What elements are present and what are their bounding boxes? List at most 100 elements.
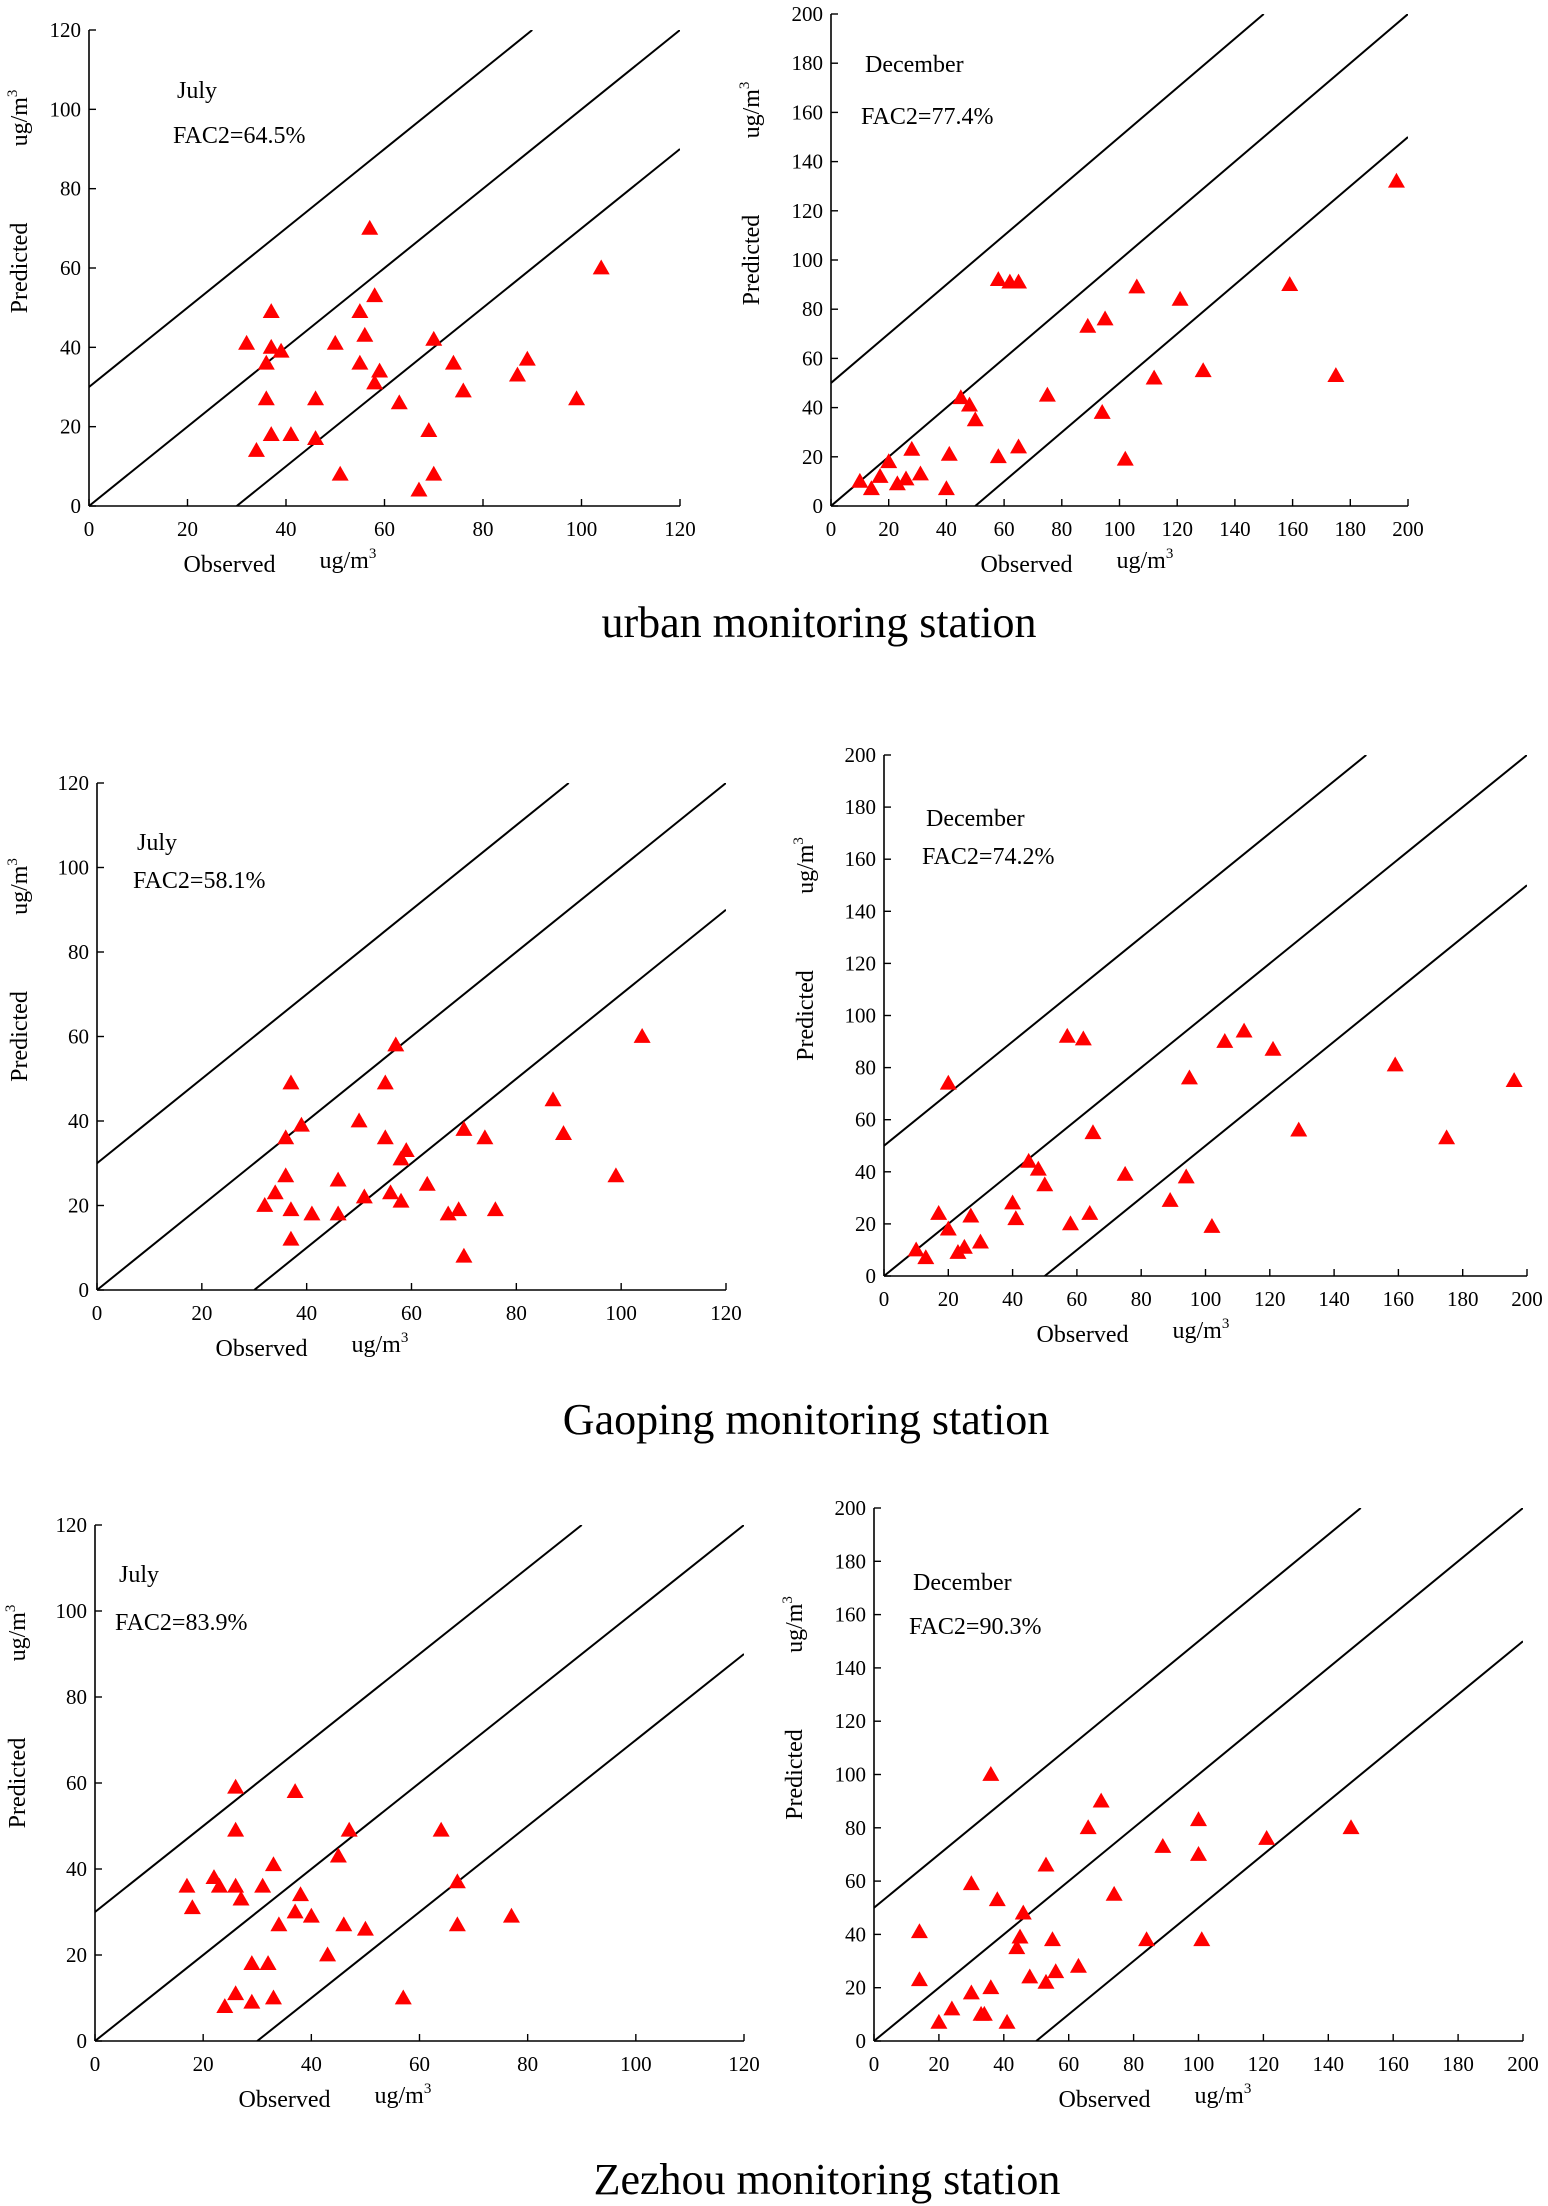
panel-6-y-tick-label: 180	[835, 1549, 867, 1573]
panel-1-x-tick-label: 40	[276, 517, 297, 541]
panel-2-point	[1387, 172, 1405, 188]
panel-4-point	[1235, 1022, 1253, 1038]
panel-3-x-axis-unit: ug/m3	[352, 1330, 409, 1358]
panel-1-point	[326, 334, 344, 350]
panel-3-point	[376, 1074, 394, 1090]
panel-1-point	[307, 430, 325, 445]
panel-5-point	[302, 1907, 320, 1923]
panel-3-point	[256, 1197, 274, 1212]
panel-4-fac2-label: FAC2=74.2%	[922, 844, 1054, 870]
panel-5-x-tick-label: 120	[728, 2052, 760, 2076]
panel-3-x-tick-label: 20	[191, 1301, 212, 1325]
panel-4-reference-line-3	[1044, 884, 1527, 1276]
panel-6-point	[982, 1766, 1000, 1781]
panel-4-point	[1216, 1033, 1234, 1048]
panel-6-y-tick-label: 120	[835, 1709, 867, 1733]
panel-2-y-axis-title: Predicted	[739, 215, 765, 306]
panel-4-x-tick-label: 0	[879, 1287, 890, 1311]
panel-6-x-tick-label: 20	[928, 2052, 949, 2076]
panel-6-point	[962, 1875, 980, 1891]
panel-4-point	[1203, 1218, 1221, 1233]
panel-4-y-tick-label: 140	[845, 899, 877, 923]
panel-5-y-tick-label: 0	[77, 2029, 88, 2053]
panel-2-month-label: December	[865, 52, 964, 78]
panel-4-x-tick-label: 80	[1131, 1287, 1152, 1311]
panel-1-point	[257, 354, 275, 370]
panel-6-x-tick-label: 100	[1183, 2052, 1215, 2076]
panel-6-y-tick-label: 80	[845, 1816, 866, 1840]
panel-6-point	[1014, 1904, 1032, 1920]
panel-1-y-tick-label: 80	[60, 177, 81, 201]
panel-3-point	[418, 1175, 436, 1191]
panel-6-fac2-label: FAC2=90.3%	[909, 1614, 1041, 1640]
panel-4-y-tick-label: 200	[845, 743, 877, 767]
panel-5-point	[270, 1916, 288, 1932]
panel-5-y-tick-label: 40	[66, 1857, 87, 1881]
panel-4-point	[955, 1238, 973, 1254]
panel-1-point	[508, 366, 526, 382]
panel-2-point	[880, 453, 898, 469]
panel-3-reference-line-2	[97, 783, 726, 1290]
panel-1-x-axis-unit: ug/m3	[320, 546, 377, 574]
panel-5-point	[432, 1821, 450, 1837]
panel-4-x-tick-label: 160	[1383, 1287, 1415, 1311]
panel-5-point	[243, 1955, 261, 1970]
panel-4-point	[962, 1207, 980, 1223]
panel-2-y-tick-label: 0	[813, 494, 824, 518]
panel-3-point	[266, 1184, 284, 1200]
panel-5-point	[502, 1907, 520, 1923]
panel-4-point	[1058, 1027, 1076, 1043]
panel-3-y-tick-label: 40	[68, 1109, 89, 1133]
panel-3-y-tick-label: 80	[68, 940, 89, 964]
panel-5-point	[264, 1989, 282, 2005]
panel-3-point	[544, 1091, 562, 1107]
panel-1-point	[262, 426, 280, 441]
panel-6-y-axis-title: Predicted	[782, 1729, 808, 1820]
panel-4-x-axis-title: Observed	[1037, 1322, 1129, 1348]
panel-1-x-tick-label: 80	[473, 517, 494, 541]
panel-3-point	[376, 1129, 394, 1145]
panel-2-y-tick-label: 20	[802, 445, 823, 469]
panel-1-point	[390, 394, 408, 410]
panel-1-x-axis-title: Observed	[184, 552, 276, 578]
panel-3-y-tick-label: 0	[79, 1278, 90, 1302]
panel-6-point	[1037, 1973, 1055, 1989]
panel-5-point	[227, 1877, 245, 1893]
panel-1-reference-line-2	[89, 30, 680, 506]
panel-5-point	[243, 1993, 261, 2009]
panel-2-y-tick-label: 180	[792, 51, 824, 75]
panel-3-month-label: July	[137, 830, 177, 856]
panel-6-y-tick-label: 20	[845, 1976, 866, 2000]
panel-5-point	[448, 1873, 466, 1889]
panel-6-point	[1043, 1931, 1061, 1947]
panel-1-point	[262, 303, 280, 319]
panel-2-point	[1327, 367, 1345, 382]
panel-2-point	[940, 445, 958, 461]
panel-2-reference-line-2	[831, 14, 1408, 506]
panel-5-fac2-label: FAC2=83.9%	[115, 1610, 247, 1636]
panel-3-y-tick-label: 20	[68, 1194, 89, 1218]
panel-1-point	[262, 338, 280, 354]
panel-6-y-tick-label: 140	[835, 1656, 867, 1680]
panel-2-y-axis-unit: ug/m3	[737, 82, 765, 139]
panel-1-x-tick-label: 100	[566, 517, 598, 541]
panel-2-point	[952, 389, 970, 405]
panel-2-point	[937, 480, 955, 496]
panel-2-point	[897, 470, 915, 486]
panel-3-y-axis-title: Predicted	[7, 991, 33, 1082]
panel-4-x-tick-label: 120	[1254, 1287, 1286, 1311]
panel-1-reference-line-1	[89, 30, 533, 388]
panel-6-point	[1138, 1931, 1156, 1947]
panel-2-point	[862, 480, 880, 496]
panel-5-reference-line-1	[95, 1525, 583, 1913]
panel-5-point	[292, 1886, 310, 1902]
panel-2-x-tick-label: 140	[1219, 517, 1251, 541]
panel-1-point	[257, 390, 275, 406]
panel-5-x-axis-unit: ug/m3	[375, 2081, 432, 2109]
panel-1-y-tick-label: 20	[60, 415, 81, 439]
panel-3-point	[282, 1201, 300, 1217]
panel-4-point	[1438, 1129, 1456, 1145]
panel-2-x-tick-label: 80	[1051, 517, 1072, 541]
panel-2-point	[1281, 276, 1299, 291]
panel-2-x-tick-label: 20	[878, 517, 899, 541]
